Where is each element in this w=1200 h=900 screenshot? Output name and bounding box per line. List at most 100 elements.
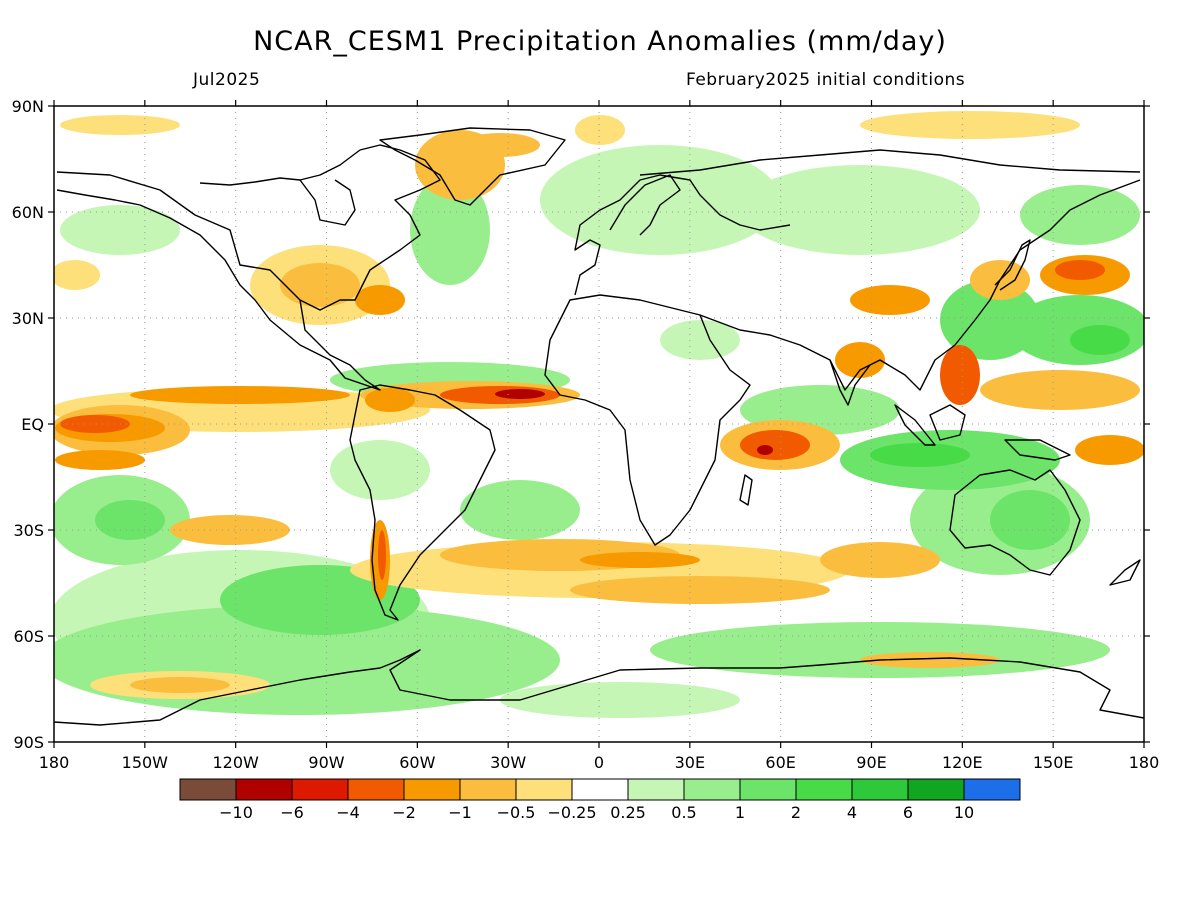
colorbar-swatch	[851, 778, 909, 801]
hudson-bay	[299, 179, 356, 226]
anomaly-blob	[570, 576, 830, 604]
initial-conditions: February2025 initial conditions	[686, 70, 966, 90]
anomaly-blob	[540, 145, 780, 255]
map-title: NCAR_CESM1 Precipitation Anomalies (mm/d…	[253, 26, 947, 57]
colorbar-label: 1	[735, 803, 745, 822]
lon-label: 180	[1129, 753, 1160, 772]
lon-label: 180	[39, 753, 70, 772]
south-america-coastline	[349, 384, 496, 621]
colorbar: −10 −6 −4 −2 −1 −0.5 −0.25 0.25 0.5 1 2 4 6 10	[179, 778, 1021, 822]
new-zealand	[1109, 559, 1141, 586]
lat-label: 30N	[12, 309, 44, 328]
anomaly-blob	[280, 263, 360, 307]
north-america-coastline	[56, 171, 381, 391]
anomaly-blob	[130, 386, 350, 404]
anomaly-blob	[740, 165, 980, 255]
colorbar-label: −0.5	[497, 803, 536, 822]
africa-coastline	[544, 294, 751, 546]
colorbar-swatch	[795, 778, 853, 801]
colorbar-label: 6	[903, 803, 913, 822]
colorbar-label: 2	[791, 803, 801, 822]
lon-label: 120W	[212, 753, 259, 772]
anomaly-blob	[850, 285, 930, 315]
antarctica-coastline	[54, 649, 1144, 726]
anomaly-blob	[660, 320, 740, 360]
anomaly-blob	[980, 370, 1140, 410]
colorbar-label: −4	[336, 803, 360, 822]
anomaly-blob	[940, 345, 980, 405]
anomaly-blob	[355, 285, 405, 315]
colorbar-label: −10	[219, 803, 253, 822]
colorbar-swatch	[963, 778, 1021, 801]
asia-coastline	[699, 179, 1141, 391]
madagascar	[739, 474, 753, 506]
colorbar-swatch	[627, 778, 685, 801]
anomaly-blob	[580, 552, 700, 568]
anomaly-blob	[820, 542, 940, 578]
anomaly-blob	[60, 205, 180, 255]
colorbar-label: −2	[392, 803, 416, 822]
anomaly-blob	[650, 622, 1110, 678]
anomaly-blob	[575, 115, 625, 145]
coastlines	[54, 127, 1144, 726]
colorbar-swatch	[291, 778, 349, 801]
anomaly-blob	[1020, 185, 1140, 245]
lat-label: 90S	[13, 733, 44, 752]
anomaly-blob	[365, 388, 415, 412]
anomaly-blob	[1075, 435, 1144, 465]
colorbar-swatch	[907, 778, 965, 801]
lon-label: 30W	[490, 753, 526, 772]
australia-coastline	[949, 469, 1081, 576]
colorbar-label: −1	[448, 803, 472, 822]
colorbar-label: 4	[847, 803, 857, 822]
anomaly-blob	[1055, 260, 1105, 280]
borneo	[929, 404, 966, 441]
anomaly-blob	[460, 480, 580, 540]
colorbar-label: −6	[280, 803, 304, 822]
lon-label: 60E	[765, 753, 795, 772]
graticule	[54, 106, 1144, 742]
colorbar-label: 10	[954, 803, 974, 822]
anomaly-blob	[740, 430, 810, 460]
lat-label: 90N	[12, 97, 44, 116]
anomaly-blob	[220, 565, 420, 635]
anomaly-blob	[940, 280, 1040, 360]
anomaly-blob	[495, 389, 545, 399]
anomaly-blob	[54, 260, 100, 290]
anomaly-blob	[60, 115, 180, 135]
anomaly-blob	[860, 111, 1080, 139]
colorbar-swatch	[403, 778, 461, 801]
india	[829, 359, 871, 406]
colorbar-swatch	[683, 778, 741, 801]
lat-label: EQ	[21, 415, 44, 434]
anomaly-blob	[410, 175, 490, 285]
lon-label: 120E	[942, 753, 983, 772]
sumatra	[894, 404, 936, 446]
colorbar-swatch	[459, 778, 517, 801]
forecast-month: Jul2025	[193, 70, 261, 90]
scandinavia	[609, 174, 681, 236]
lon-label: 30E	[675, 753, 705, 772]
anomaly-blob	[757, 445, 773, 455]
anomaly-blob	[378, 530, 386, 580]
colorbar-label: 0.5	[671, 803, 696, 822]
colorbar-label: 0.25	[610, 803, 646, 822]
anomaly-blob	[130, 677, 230, 693]
anomaly-blob	[95, 500, 165, 540]
greenland	[379, 127, 566, 206]
anomaly-blob	[990, 490, 1070, 550]
lat-label: 60N	[12, 203, 44, 222]
lon-label: 0	[594, 753, 604, 772]
anomaly-blob	[460, 133, 540, 157]
lon-label: 150E	[1033, 753, 1074, 772]
europe-coastline	[574, 174, 791, 296]
colorbar-label: −0.25	[547, 803, 596, 822]
colorbar-swatch	[739, 778, 797, 801]
colorbar-swatch	[515, 778, 573, 801]
anomaly-blob	[835, 342, 885, 378]
anomaly-blob	[860, 652, 1000, 668]
colorbar-swatch	[571, 778, 629, 801]
anomaly-blob	[55, 450, 145, 470]
